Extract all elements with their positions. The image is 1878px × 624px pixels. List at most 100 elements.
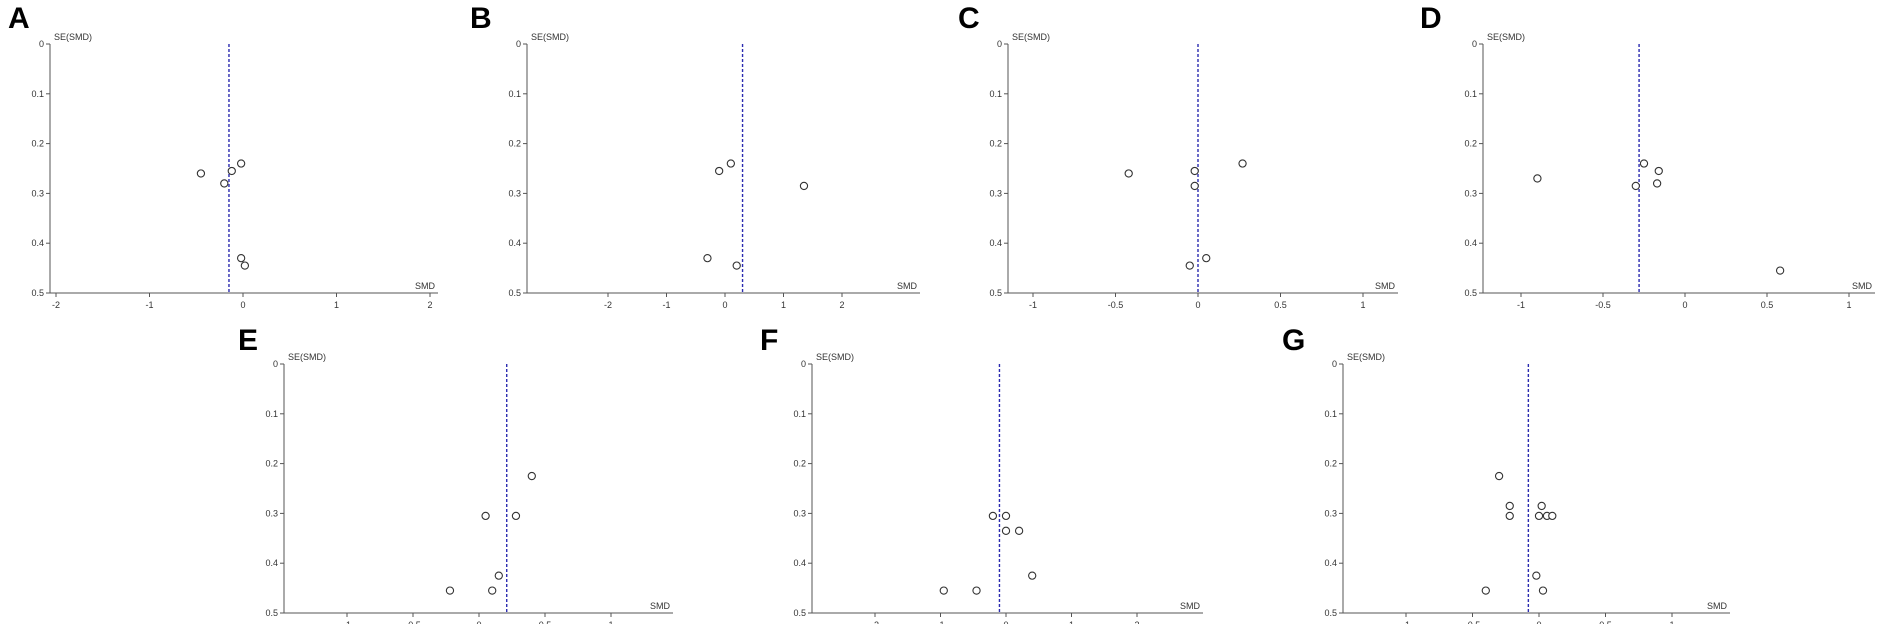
y-tick-label: 0 bbox=[516, 39, 521, 49]
study-point bbox=[732, 261, 741, 270]
funnel-plot-e: E 0 0.1 0.2 0.3 0.4 0.5 -1 -0.5 0 0.5 1 SE(SMD) SMD bbox=[238, 324, 673, 624]
study-point bbox=[1185, 261, 1194, 270]
study-point bbox=[1505, 511, 1514, 521]
study-point bbox=[703, 253, 712, 263]
study-point bbox=[511, 511, 521, 521]
y-tick-label: 0.5 bbox=[989, 288, 1002, 298]
y-axis-label: SE(SMD) bbox=[1347, 352, 1385, 362]
study-point bbox=[236, 253, 246, 263]
funnel-plot-d: D 0 0.1 0.2 0.3 0.4 0.5 -1 -0.5 0 0.5 1 SE(SMD) SMD bbox=[1420, 2, 1875, 310]
x-tick-label: 0 bbox=[1195, 300, 1200, 310]
y-tick-label: 0.1 bbox=[1464, 89, 1477, 99]
y-tick-label: 0.4 bbox=[1324, 558, 1337, 568]
study-point bbox=[1639, 159, 1649, 168]
x-tick-label: 1 bbox=[608, 620, 613, 624]
study-point bbox=[1001, 526, 1011, 535]
study-point bbox=[1028, 571, 1037, 580]
y-tick-label: 0.5 bbox=[508, 288, 521, 298]
study-point bbox=[488, 586, 497, 595]
x-tick-label: -2 bbox=[871, 620, 879, 624]
x-axis-label: SMD bbox=[415, 281, 436, 291]
y-tick-label: 0.1 bbox=[793, 409, 806, 419]
x-tick-label: 1 bbox=[781, 300, 786, 310]
y-axis-label: SE(SMD) bbox=[1487, 32, 1525, 42]
study-point bbox=[1654, 166, 1663, 176]
study-point bbox=[1537, 501, 1546, 511]
y-tick-label: 0.3 bbox=[508, 188, 521, 198]
study-point bbox=[1190, 181, 1199, 191]
x-axis-label: SMD bbox=[650, 601, 671, 611]
y-tick-label: 0.4 bbox=[1464, 238, 1477, 248]
y-tick-label: 0.3 bbox=[989, 188, 1002, 198]
study-point bbox=[220, 179, 229, 188]
study-point bbox=[1548, 511, 1557, 521]
x-tick-label: 0 bbox=[1003, 620, 1008, 624]
study-point bbox=[972, 586, 981, 595]
y-tick-label: 0.2 bbox=[265, 459, 278, 469]
x-tick-label: 0.5 bbox=[1599, 620, 1612, 624]
study-point bbox=[1494, 471, 1504, 481]
x-tick-label: 0.5 bbox=[539, 620, 552, 624]
study-point bbox=[527, 471, 536, 481]
study-point bbox=[240, 261, 250, 270]
x-tick-label: -1 bbox=[343, 620, 351, 624]
x-tick-label: 2 bbox=[1134, 620, 1139, 624]
y-tick-label: 0 bbox=[801, 359, 806, 369]
y-tick-label: 0.5 bbox=[1324, 608, 1337, 618]
y-tick-label: 0.1 bbox=[265, 409, 278, 419]
study-point bbox=[481, 511, 490, 521]
y-tick-label: 0.1 bbox=[1324, 409, 1337, 419]
y-axis-label: SE(SMD) bbox=[531, 32, 569, 42]
y-tick-label: 0.2 bbox=[1324, 459, 1337, 469]
y-tick-label: 0.1 bbox=[508, 89, 521, 99]
study-point bbox=[1532, 571, 1541, 580]
y-tick-label: 0.4 bbox=[793, 558, 806, 568]
y-tick-label: 0.3 bbox=[793, 508, 806, 518]
study-point bbox=[939, 586, 948, 595]
funnel-plot-g: G 0 0.1 0.2 0.3 0.4 0.5 -1 -0.5 0 0.5 1 SE(SMD) SMD bbox=[1282, 324, 1730, 624]
y-tick-label: 0 bbox=[1472, 39, 1477, 49]
x-tick-label: 0 bbox=[1682, 300, 1687, 310]
x-tick-label: 1 bbox=[1069, 620, 1074, 624]
study-point bbox=[1538, 586, 1548, 595]
y-tick-label: 0.4 bbox=[265, 558, 278, 568]
x-tick-label: -2 bbox=[52, 300, 60, 310]
panel-letter: G bbox=[1282, 324, 1305, 357]
x-tick-label: -0.5 bbox=[1595, 300, 1611, 310]
study-point bbox=[726, 159, 735, 168]
y-tick-label: 0.2 bbox=[1464, 139, 1477, 149]
study-point bbox=[1190, 166, 1199, 176]
study-point bbox=[1505, 501, 1514, 511]
y-tick-label: 0.5 bbox=[1464, 288, 1477, 298]
x-tick-label: -0.5 bbox=[1108, 300, 1124, 310]
x-tick-label: 1 bbox=[1846, 300, 1851, 310]
y-tick-label: 0.4 bbox=[508, 238, 521, 248]
x-tick-label: 2 bbox=[427, 300, 432, 310]
x-axis-label: SMD bbox=[1707, 601, 1728, 611]
x-tick-label: -1 bbox=[1029, 300, 1037, 310]
y-tick-label: 0.3 bbox=[1464, 188, 1477, 198]
x-axis-label: SMD bbox=[1852, 281, 1873, 291]
y-tick-label: 0.5 bbox=[793, 608, 806, 618]
study-point bbox=[1775, 266, 1785, 275]
x-tick-label: 0 bbox=[1536, 620, 1541, 624]
study-point bbox=[196, 169, 206, 178]
y-axis-label: SE(SMD) bbox=[54, 32, 92, 42]
y-tick-label: 0.3 bbox=[31, 188, 44, 198]
study-point bbox=[988, 511, 998, 521]
x-axis-label: SMD bbox=[1375, 281, 1396, 291]
study-point bbox=[799, 181, 809, 191]
x-axis-label: SMD bbox=[897, 281, 918, 291]
panel-letter: B bbox=[470, 2, 492, 35]
y-tick-label: 0.4 bbox=[989, 238, 1002, 248]
study-point bbox=[1124, 169, 1133, 178]
y-tick-label: 0.3 bbox=[265, 508, 278, 518]
x-tick-label: -1 bbox=[1517, 300, 1525, 310]
study-point bbox=[1238, 159, 1247, 168]
study-point bbox=[236, 159, 246, 168]
y-tick-label: 0.5 bbox=[265, 608, 278, 618]
panel-letter: F bbox=[760, 324, 778, 357]
x-tick-label: -0.5 bbox=[1465, 620, 1481, 624]
y-tick-label: 0.2 bbox=[989, 139, 1002, 149]
